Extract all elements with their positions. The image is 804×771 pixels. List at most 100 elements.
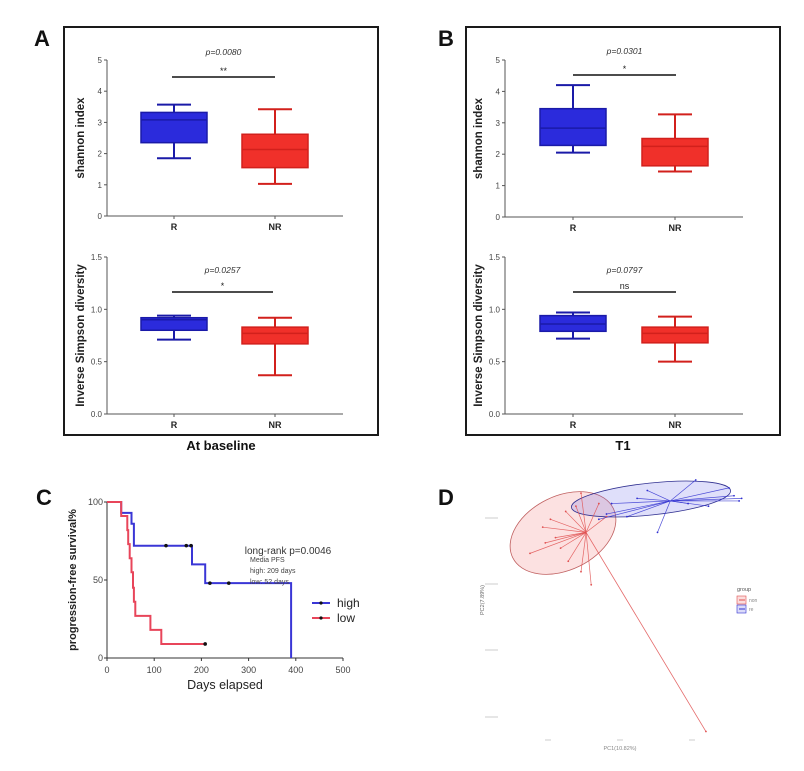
data-point-re <box>707 505 710 508</box>
y-tick-label: 3 <box>496 119 501 128</box>
data-point-non <box>580 570 582 573</box>
x-tick-label: 200 <box>194 665 209 675</box>
y-tick-label: 1.5 <box>91 253 103 262</box>
boxplot-A-shannon <box>104 59 343 219</box>
p-value-label: p=0.0257 <box>204 265 241 275</box>
y-tick-label: 1 <box>98 181 103 190</box>
censor-mark <box>184 543 189 548</box>
p-value-label: p=0.0797 <box>606 265 643 275</box>
x-tick-label: R <box>171 420 178 430</box>
logrank-annotation: long-rank p=0.0046 <box>245 546 332 557</box>
km-plot <box>104 501 344 661</box>
spider-line-re <box>598 500 671 520</box>
spider-line-re <box>606 500 671 515</box>
spider-line-re <box>626 500 671 518</box>
y-tick-label: 0.0 <box>489 410 501 419</box>
spider-line-re <box>670 495 735 502</box>
data-point-non <box>575 505 577 508</box>
data-point-re <box>626 515 628 518</box>
spider-line-non <box>555 532 587 538</box>
spider-line-non <box>575 506 587 533</box>
y-tick-label: 2 <box>496 150 501 159</box>
data-point-re <box>636 497 638 500</box>
significance-label: ** <box>220 66 228 76</box>
panel-label-c: C <box>36 485 52 510</box>
x-tick-label: NR <box>269 420 282 430</box>
y-axis-label: shannon index <box>473 97 485 179</box>
x-tick-label: 500 <box>335 665 350 675</box>
median-pfs-text: high: 209 days <box>250 568 296 575</box>
data-point-re <box>597 518 600 521</box>
box-NR <box>641 137 709 167</box>
median-pfs-text: low: 52 days <box>250 579 289 586</box>
y-tick-label: 1 <box>496 182 501 191</box>
spider-line-non <box>550 518 587 533</box>
censor-mark <box>208 581 212 585</box>
spider-line-non <box>529 532 587 554</box>
median-pfs-text: Media PFS <box>250 557 285 564</box>
y-tick-label: 0 <box>98 212 103 221</box>
y-axis-label: progression-free survival% <box>67 509 79 651</box>
y-tick-label: 0 <box>98 653 103 663</box>
y-tick-label: 1.5 <box>489 253 501 262</box>
data-point-re <box>646 489 649 492</box>
legend-label-non: non <box>749 598 758 604</box>
data-point-re <box>738 500 740 502</box>
legend-marker-low <box>319 616 323 620</box>
x-tick-label: NR <box>669 223 682 233</box>
p-value-label: p=0.0301 <box>606 46 643 56</box>
x-tick-label: NR <box>269 222 282 232</box>
data-point-non <box>541 526 544 529</box>
censor-mark <box>203 642 207 646</box>
y-tick-label: 5 <box>98 56 103 65</box>
panel-b-frame <box>465 26 781 436</box>
km-curve-low <box>107 501 206 645</box>
y-tick-label: 50 <box>93 575 103 585</box>
spider-line-non <box>567 532 587 562</box>
spider-line-non <box>545 532 587 544</box>
legend-title: group <box>737 587 751 593</box>
data-point-re <box>694 479 697 481</box>
y-tick-label: 0 <box>496 213 501 222</box>
data-point-re <box>610 502 613 505</box>
spider-line-non <box>585 532 592 585</box>
spider-line-re <box>637 497 671 502</box>
significance-label: ns <box>620 281 630 291</box>
panel-a-frame <box>63 26 379 436</box>
significance-label: * <box>221 281 225 291</box>
panel-label-d: D <box>438 485 454 510</box>
data-point-re <box>656 531 659 534</box>
box-NR <box>241 326 309 345</box>
data-point-non <box>590 583 593 586</box>
legend-label-low: low <box>337 611 355 625</box>
x-tick-label: NR <box>669 420 682 430</box>
spider-line-re <box>657 500 671 533</box>
data-point-non <box>549 518 552 521</box>
y-tick-label: 5 <box>496 56 501 65</box>
spider-line-non <box>580 532 587 572</box>
x-axis-label: Days elapsed <box>187 678 263 692</box>
data-point-non <box>597 502 600 505</box>
x-tick-label: 0 <box>104 665 109 675</box>
data-point-re <box>740 497 743 500</box>
x-tick-label: R <box>570 223 577 233</box>
y-tick-label: 0.0 <box>91 410 103 419</box>
y-tick-label: 4 <box>98 87 103 96</box>
spider-line-non <box>560 532 587 549</box>
data-point-non <box>529 552 531 555</box>
data-point-non <box>564 510 567 513</box>
data-point-re <box>687 502 689 505</box>
spider-line-re <box>647 490 671 502</box>
ellipse-re <box>571 480 731 518</box>
boxplot-B-invsimpson <box>502 256 743 417</box>
spider-line-re <box>670 487 729 502</box>
box-R <box>539 107 607 147</box>
spider-line-re <box>670 497 742 502</box>
data-point-re <box>605 513 608 515</box>
boxplot-A-invsimpson <box>104 256 343 417</box>
legend-label-re: re <box>749 607 754 613</box>
data-point-non <box>580 492 582 494</box>
box-R <box>140 111 208 144</box>
y-tick-label: 100 <box>88 497 103 507</box>
